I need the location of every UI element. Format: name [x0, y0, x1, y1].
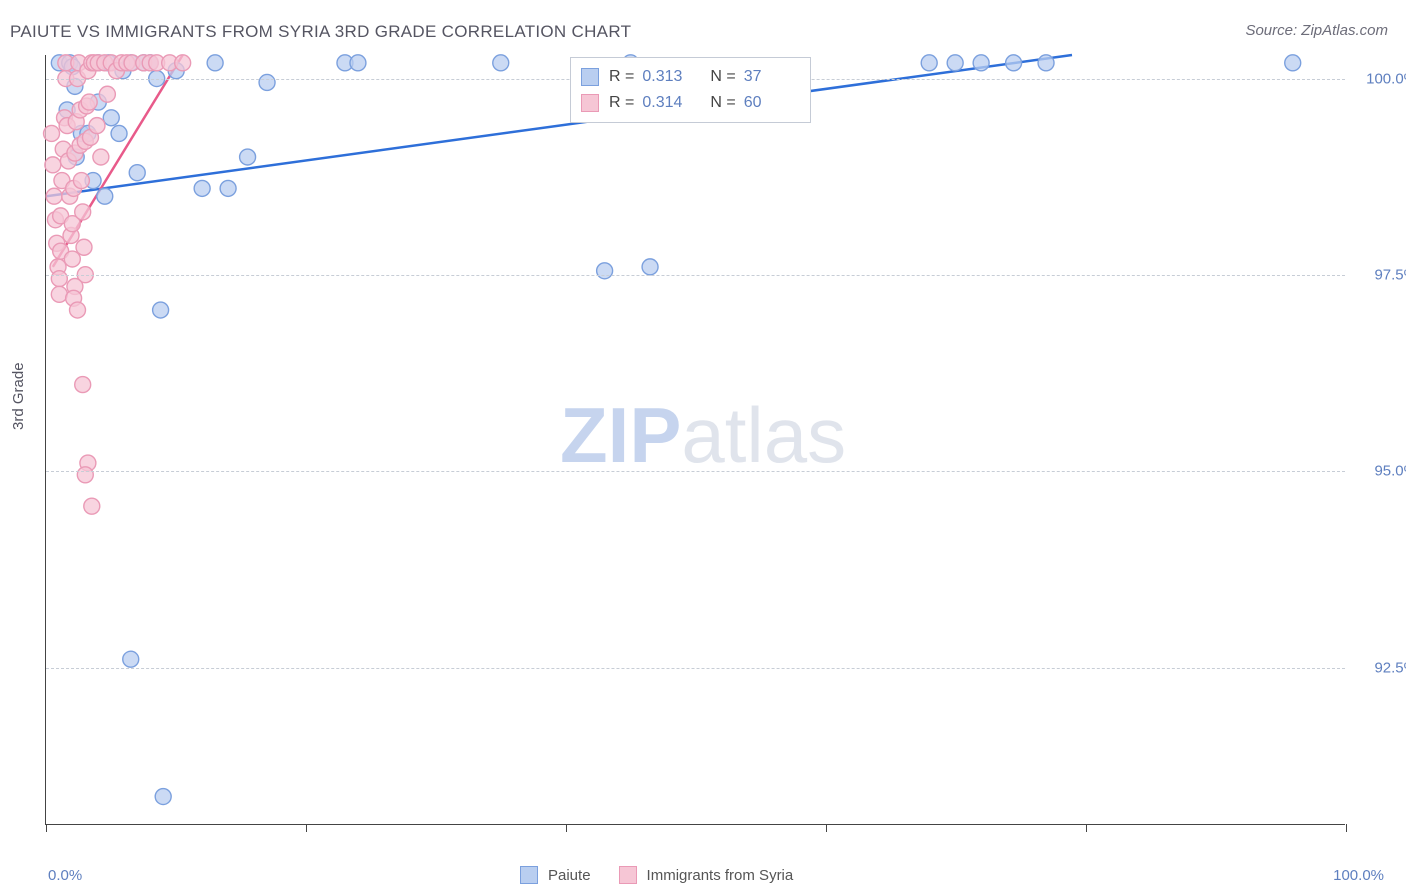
data-point: [153, 302, 169, 318]
data-point: [220, 180, 236, 196]
series-label: Paiute: [548, 867, 591, 884]
data-point: [46, 188, 62, 204]
legend-n-value: 60: [744, 94, 796, 112]
data-point: [1285, 55, 1301, 71]
series-legend: Paiute Immigrants from Syria: [520, 866, 811, 884]
legend-n-label: N =: [710, 68, 735, 86]
chart-title: PAIUTE VS IMMIGRANTS FROM SYRIA 3RD GRAD…: [10, 22, 631, 42]
data-point: [973, 55, 989, 71]
legend-swatch: [581, 94, 599, 112]
data-point: [77, 467, 93, 483]
legend-swatch: [581, 68, 599, 86]
y-tick-label: 97.5%: [1374, 267, 1406, 284]
x-tick: [1346, 824, 1347, 832]
data-point: [123, 651, 139, 667]
data-point: [73, 173, 89, 189]
y-axis-title: 3rd Grade: [10, 362, 27, 430]
y-tick-label: 95.0%: [1374, 463, 1406, 480]
regression-line: [46, 55, 1072, 196]
data-point: [350, 55, 366, 71]
data-point: [97, 188, 113, 204]
data-point: [194, 180, 210, 196]
data-point: [947, 55, 963, 71]
series-swatch: [619, 866, 637, 884]
data-point: [155, 789, 171, 805]
data-point: [1038, 55, 1054, 71]
data-point: [207, 55, 223, 71]
data-point: [70, 302, 86, 318]
data-point: [259, 74, 275, 90]
scatter-plot-svg: [46, 55, 1345, 824]
chart-plot-area: 92.5%95.0%97.5%100.0%: [45, 55, 1345, 825]
data-point: [75, 204, 91, 220]
legend-r-value: 0.314: [642, 94, 694, 112]
data-point: [642, 259, 658, 275]
data-point: [103, 110, 119, 126]
x-tick: [566, 824, 567, 832]
x-tick: [1086, 824, 1087, 832]
series-swatch: [520, 866, 538, 884]
data-point: [89, 118, 105, 134]
y-tick-label: 100.0%: [1366, 70, 1406, 87]
data-point: [1006, 55, 1022, 71]
data-point: [45, 157, 61, 173]
y-tick-label: 92.5%: [1374, 659, 1406, 676]
data-point: [51, 271, 67, 287]
gridline: [46, 668, 1345, 669]
source-attribution: Source: ZipAtlas.com: [1245, 22, 1388, 39]
data-point: [93, 149, 109, 165]
x-tick: [46, 824, 47, 832]
data-point: [81, 94, 97, 110]
legend-row: R = 0.314 N = 60: [581, 90, 796, 116]
data-point: [44, 125, 60, 141]
x-tick: [306, 824, 307, 832]
gridline: [46, 471, 1345, 472]
correlation-legend: R = 0.313 N = 37 R = 0.314 N = 60: [570, 57, 811, 123]
legend-r-label: R =: [609, 68, 634, 86]
data-point: [493, 55, 509, 71]
data-point: [921, 55, 937, 71]
x-tick: [826, 824, 827, 832]
legend-row: R = 0.313 N = 37: [581, 64, 796, 90]
legend-n-label: N =: [710, 94, 735, 112]
data-point: [75, 377, 91, 393]
data-point: [175, 55, 191, 71]
legend-n-value: 37: [744, 68, 796, 86]
data-point: [51, 286, 67, 302]
data-point: [84, 498, 100, 514]
legend-r-value: 0.313: [642, 68, 694, 86]
series-label: Immigrants from Syria: [647, 867, 794, 884]
data-point: [99, 86, 115, 102]
data-point: [597, 263, 613, 279]
data-point: [76, 239, 92, 255]
x-axis-min-label: 0.0%: [48, 867, 82, 884]
legend-r-label: R =: [609, 94, 634, 112]
data-point: [111, 125, 127, 141]
data-point: [240, 149, 256, 165]
gridline: [46, 275, 1345, 276]
x-axis-max-label: 100.0%: [1333, 867, 1384, 884]
data-point: [129, 165, 145, 181]
